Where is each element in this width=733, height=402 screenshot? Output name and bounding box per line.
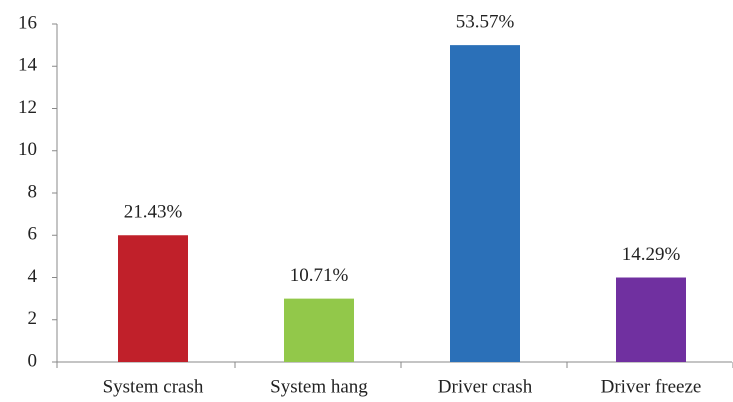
bar (284, 298, 354, 362)
bar (450, 45, 520, 362)
y-tick-label: 12 (18, 97, 37, 118)
x-tick-label: System crash (103, 376, 204, 397)
y-tick-label: 6 (28, 224, 38, 245)
bar-annotation: 21.43% (124, 202, 183, 223)
bar-annotation: 10.71% (290, 265, 349, 286)
bar-annotation: 14.29% (622, 244, 681, 265)
bar-annotation: 53.57% (456, 11, 515, 32)
y-tick-label: 2 (28, 308, 38, 329)
x-tick-label: Driver crash (438, 376, 533, 397)
x-tick-label: Driver freeze (601, 376, 702, 397)
x-tick-label: System hang (270, 376, 368, 397)
bar (616, 277, 686, 362)
y-tick-label: 0 (28, 350, 38, 371)
y-tick-label: 14 (18, 55, 38, 76)
y-tick-label: 16 (18, 12, 37, 33)
y-tick-label: 10 (18, 139, 37, 160)
y-tick-label: 4 (28, 266, 38, 287)
bar (118, 235, 188, 362)
y-tick-label: 8 (28, 181, 38, 202)
